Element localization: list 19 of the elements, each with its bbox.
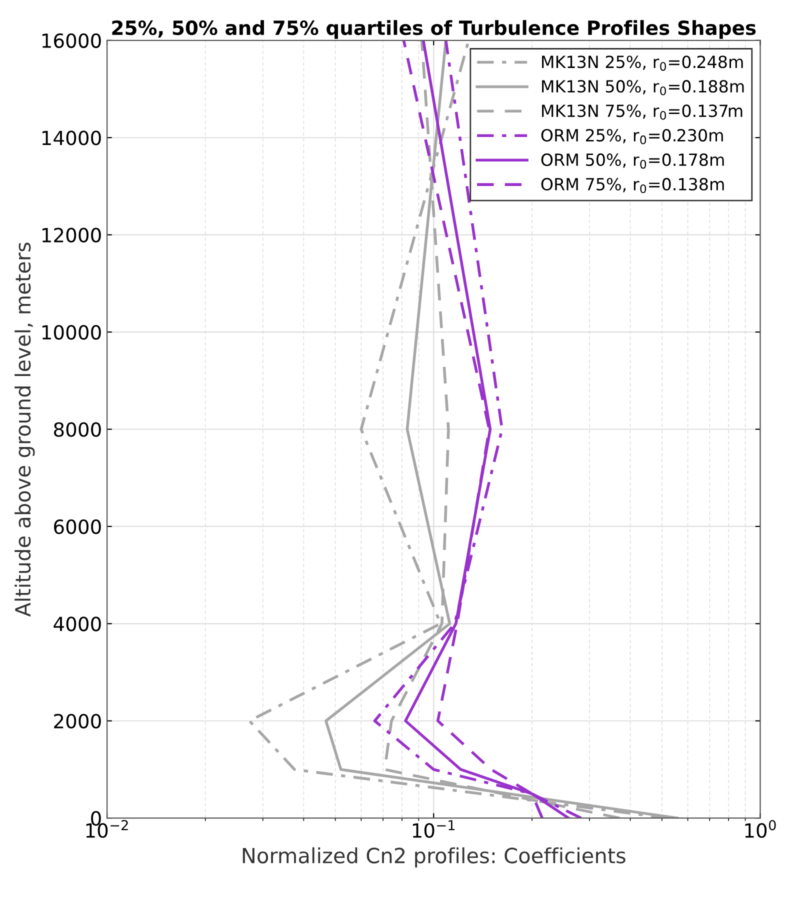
legend-label: ORM 50%, r$_{0}$=0.178m [541,153,724,169]
y-tick-label: 6000 [54,519,101,534]
legend-label: ORM 25%, r$_{0}$=0.230m [541,128,723,144]
y-tick-label: 12000 [42,228,101,242]
chart-title: 25%, 50% and 75% quartiles of Turbulence Profiles Shapes [112,20,756,39]
y-tick-label: 2000 [54,714,101,729]
legend-label: ORM 75%, r$_{0}$=0.138m [541,178,724,194]
legend-label: MK13N 75%, r$_{0}$=0.137m [542,104,742,120]
legend-label: MK13N 25%, r$_{0}$=0.248m [542,56,743,71]
y-axis-title: Altitude above ground level, meters [14,242,35,617]
y-tick-label: 16000 [42,33,101,48]
y-tick-label: 8000 [54,422,101,437]
x-tick-label: 10$^{−1}$ [412,820,455,838]
y-tick-label: 10000 [42,324,101,340]
x-tick-label: 10$^{0}$ [745,820,776,838]
y-tick-label: 14000 [42,130,101,146]
y-tick-label: 4000 [54,616,101,632]
x-axis-title: Normalized Cn2 profiles: Coefficients [242,847,626,868]
legend-label: MK13N 50%, r$_{0}$=0.188m [542,80,744,96]
